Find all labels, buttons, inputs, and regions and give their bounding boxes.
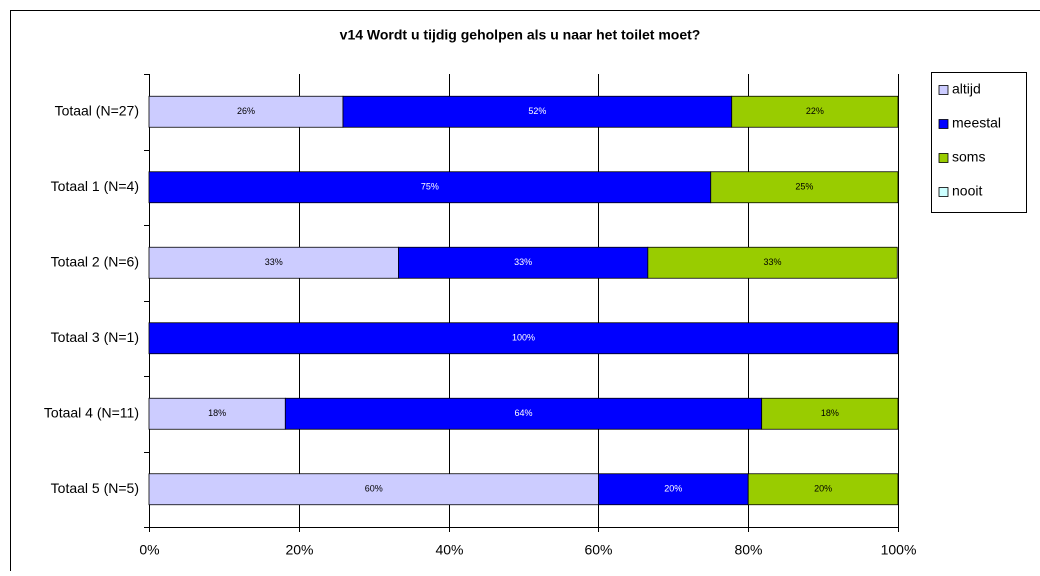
bar-label: 18% [821, 408, 839, 418]
legend-label: altijd [952, 81, 981, 97]
y-tick-label: Totaal 1 (N=4) [51, 178, 139, 194]
y-tick-label: Totaal (N=27) [55, 102, 139, 118]
bar-label: 18% [208, 408, 226, 418]
legend-swatch [939, 188, 948, 197]
bar-label: 22% [806, 106, 824, 116]
bar-label: 20% [814, 484, 832, 494]
legend-swatch [939, 154, 948, 163]
bar-label: 75% [421, 182, 439, 192]
x-tick-label: 40% [435, 542, 463, 558]
bar-label: 20% [664, 484, 682, 494]
bar-label: 60% [365, 484, 383, 494]
y-tick-label: Totaal 2 (N=6) [51, 253, 139, 269]
legend-label: meestal [952, 115, 1001, 131]
legend-label: nooit [952, 183, 982, 199]
x-tick-label: 20% [285, 542, 313, 558]
bar-label: 52% [528, 106, 546, 116]
y-tick-label: Totaal 3 (N=1) [51, 329, 139, 345]
bar-label: 33% [265, 257, 283, 267]
bar-label: 100% [512, 333, 535, 343]
x-tick-label: 60% [584, 542, 612, 558]
bar-label: 26% [237, 106, 255, 116]
y-tick-label: Totaal 5 (N=5) [51, 480, 139, 496]
legend-swatch [939, 120, 948, 129]
bar-label: 33% [764, 257, 782, 267]
bar-label: 33% [514, 257, 532, 267]
x-tick-label: 0% [139, 542, 159, 558]
y-tick-label: Totaal 4 (N=11) [44, 404, 139, 420]
legend-label: soms [952, 149, 985, 165]
x-tick-label: 100% [881, 542, 917, 558]
legend-swatch [939, 86, 948, 95]
x-tick-label: 80% [734, 542, 762, 558]
chart-title: v14 Wordt u tijdig geholpen als u naar h… [340, 27, 701, 43]
bar-label: 64% [514, 408, 532, 418]
bar-label: 25% [795, 182, 813, 192]
